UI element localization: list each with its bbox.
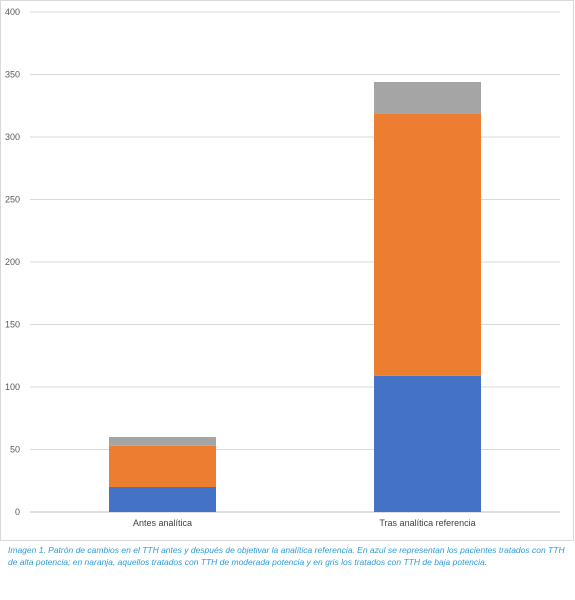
bar-segment bbox=[109, 437, 216, 446]
y-tick-label: 400 bbox=[5, 7, 20, 17]
y-tick-label: 150 bbox=[5, 320, 20, 330]
x-category-label: Antes analítica bbox=[133, 518, 192, 528]
bar-segment bbox=[374, 113, 481, 376]
y-tick-label: 250 bbox=[5, 195, 20, 205]
y-tick-label: 300 bbox=[5, 132, 20, 142]
y-tick-label: 50 bbox=[10, 445, 20, 455]
y-tick-label: 0 bbox=[15, 507, 20, 517]
bar-segment bbox=[374, 375, 481, 512]
y-tick-label: 350 bbox=[5, 70, 20, 80]
x-category-label: Tras analítica referencia bbox=[379, 518, 475, 528]
y-tick-label: 200 bbox=[5, 257, 20, 267]
figure-caption: Imagen 1. Patrón de cambios en el TTH an… bbox=[8, 545, 565, 567]
bar-segment bbox=[109, 445, 216, 487]
bar-segment bbox=[109, 487, 216, 512]
bar-segment bbox=[374, 82, 481, 114]
stacked-bar-chart: 0 50 100 150 200 250 300 350 400 Antes analítica T… bbox=[5, 7, 560, 528]
y-tick-label: 100 bbox=[5, 382, 20, 392]
